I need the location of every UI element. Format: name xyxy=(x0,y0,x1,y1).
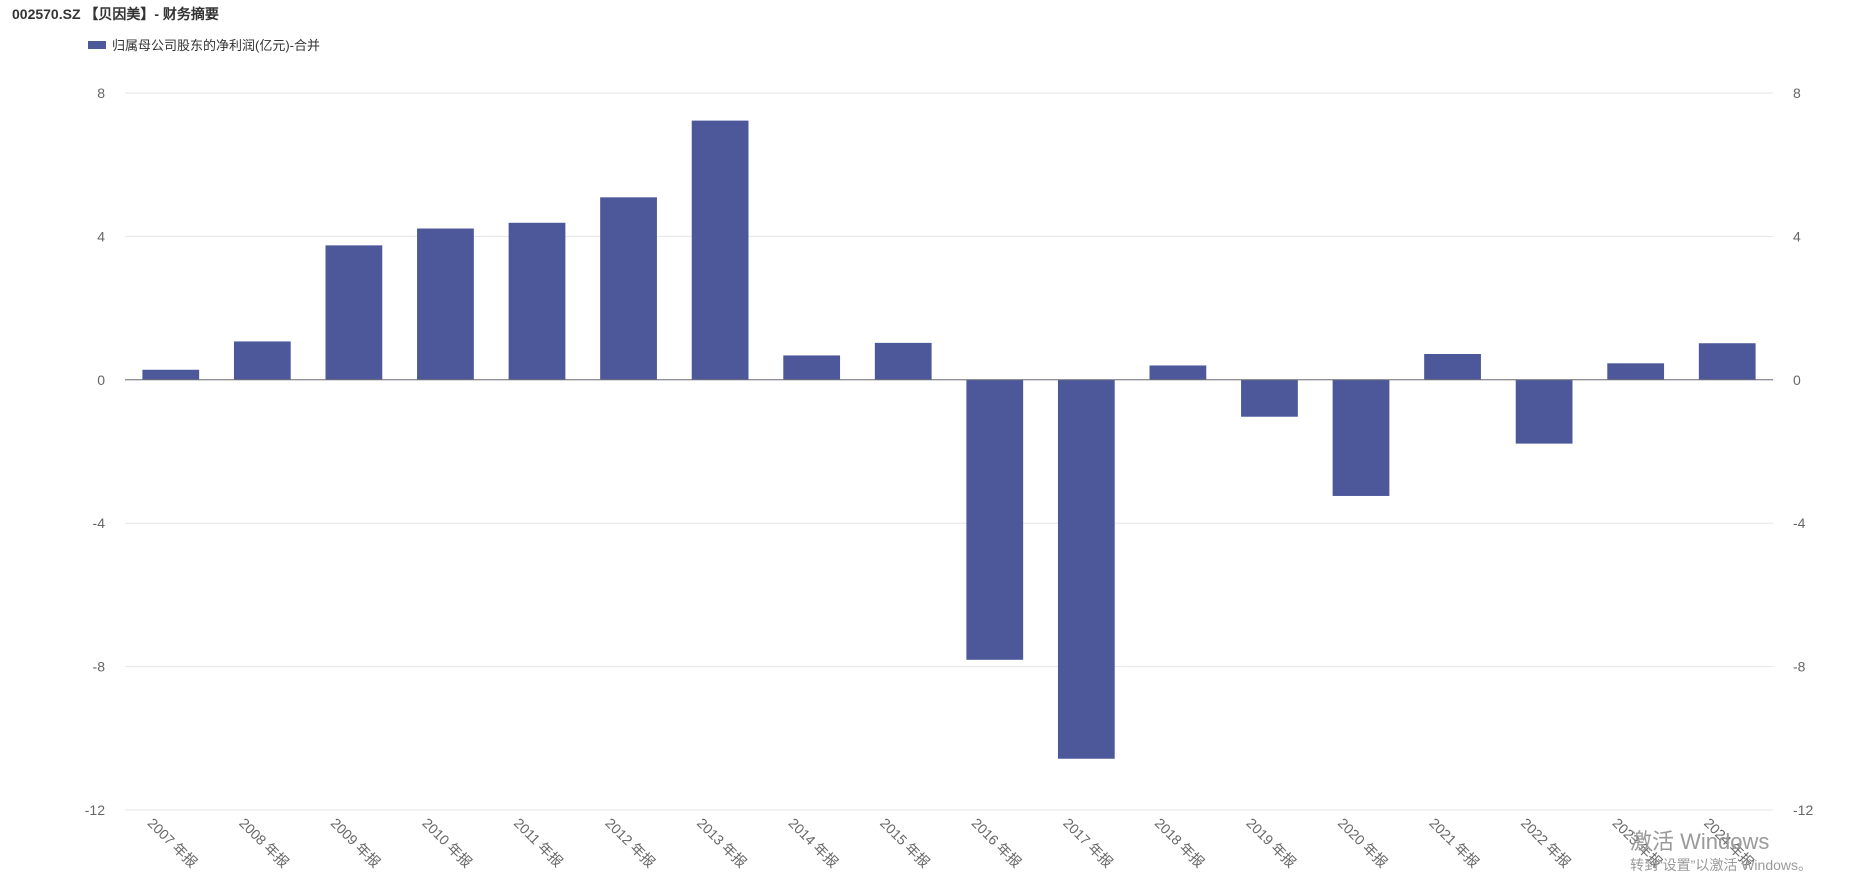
legend-label: 归属母公司股东的净利润(亿元)-合并 xyxy=(112,38,320,53)
windows-watermark: 激活 Windows xyxy=(1630,829,1770,854)
y-tick-label-right: -12 xyxy=(1793,802,1813,818)
legend[interactable]: 归属母公司股东的净利润(亿元)-合并 xyxy=(88,35,320,54)
bar xyxy=(1515,379,1573,444)
y-tick-label-left: -12 xyxy=(85,802,105,818)
y-tick-label-left: 8 xyxy=(97,85,105,101)
bar xyxy=(1698,343,1756,380)
bar xyxy=(691,120,749,380)
x-tick-label: 2010 年报 xyxy=(419,815,475,871)
bar xyxy=(1424,353,1481,380)
y-tick-label-left: -8 xyxy=(93,659,106,675)
bar xyxy=(1241,379,1298,417)
x-tick-label: 2017 年报 xyxy=(1060,815,1116,871)
x-tick-label: 2018 年报 xyxy=(1152,815,1208,871)
x-tick-label: 2021 年报 xyxy=(1426,815,1482,871)
y-tick-label-right: 0 xyxy=(1793,372,1801,388)
x-tick-label: 2011 年报 xyxy=(511,815,566,870)
y-tick-label-left: 4 xyxy=(97,228,105,244)
bar xyxy=(783,355,841,380)
x-tick-label: 2007 年报 xyxy=(145,815,201,871)
y-tick-label-right: 8 xyxy=(1793,85,1801,101)
y-tick-label-left: -4 xyxy=(93,515,106,531)
bar xyxy=(325,245,383,380)
chart-title: 002570.SZ 【贝因美】- 财务摘要 xyxy=(12,6,219,22)
bar xyxy=(508,222,566,380)
y-tick-label-right: -8 xyxy=(1793,659,1806,675)
bar xyxy=(874,342,932,380)
windows-watermark-sub: 转到“设置”以激活 Windows。 xyxy=(1630,857,1813,873)
x-tick-label: 2008 年报 xyxy=(236,815,292,871)
x-tick-label: 2009 年报 xyxy=(328,815,384,871)
x-tick-label: 2016 年报 xyxy=(969,815,1025,871)
x-tick-label: 2020 年报 xyxy=(1335,815,1391,871)
y-tick-label-left: 0 xyxy=(97,372,105,388)
x-tick-label: 2014 年报 xyxy=(786,815,842,871)
bar xyxy=(1332,379,1390,496)
y-tick-label-right: -4 xyxy=(1793,515,1806,531)
bar xyxy=(233,341,291,380)
bar xyxy=(1057,379,1115,759)
bar xyxy=(1149,365,1207,380)
x-tick-label: 2015 年报 xyxy=(877,815,933,871)
legend-swatch xyxy=(88,40,106,49)
x-tick-label: 2012 年报 xyxy=(602,815,658,871)
y-tick-label-right: 4 xyxy=(1793,228,1801,244)
x-tick-label: 2022 年报 xyxy=(1518,815,1574,871)
x-tick-label: 2013 年报 xyxy=(694,815,750,871)
bar xyxy=(600,197,657,380)
bar xyxy=(966,379,1024,660)
x-tick-label: 2019 年报 xyxy=(1243,815,1299,871)
bar xyxy=(417,228,474,380)
bar xyxy=(1607,363,1665,380)
bar xyxy=(142,369,200,380)
